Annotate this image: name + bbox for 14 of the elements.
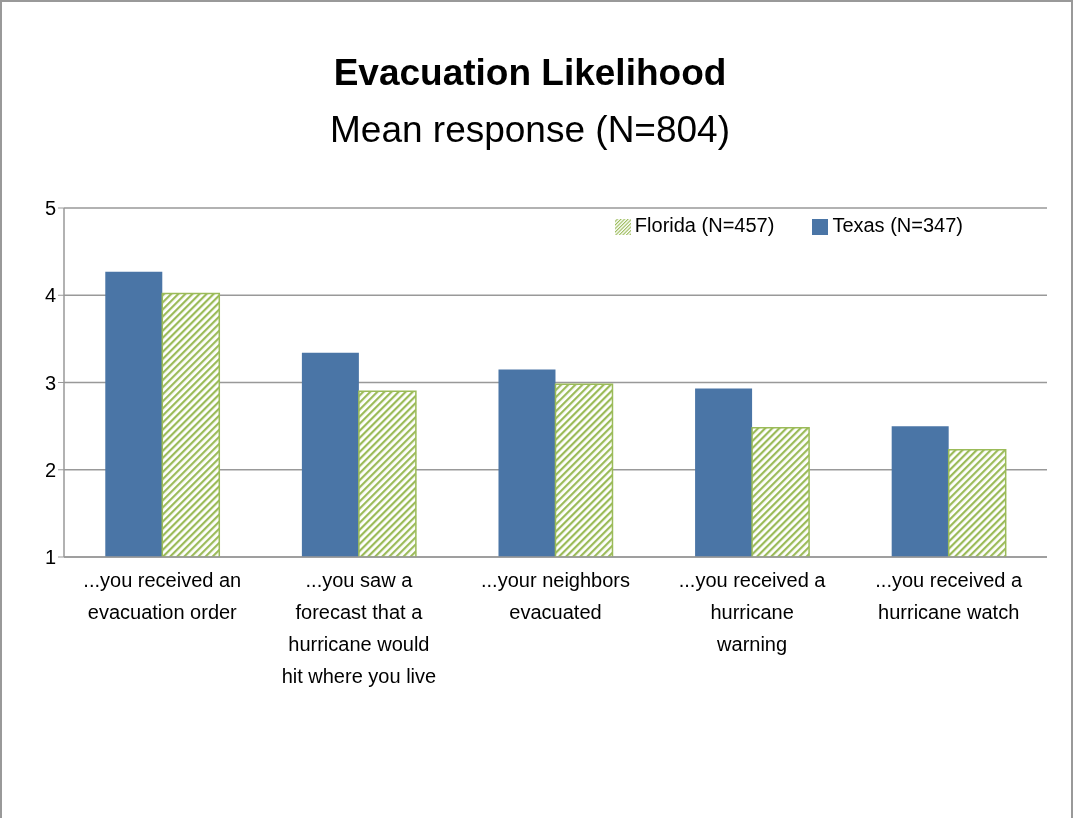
x-tick-label: ...you received a hurricane warning	[678, 569, 827, 655]
y-tick-label: 2	[44, 458, 56, 481]
y-tick-label: 3	[44, 371, 56, 394]
x-tick-label: ...you received a hurricane watch	[875, 569, 1023, 623]
chart-subtitle: Mean response (N=804)	[329, 109, 731, 151]
y-tick-label: 5	[44, 197, 56, 220]
x-tick-label: ...your neighbors evacuated	[481, 569, 630, 623]
chart-title: Evacuation Likelihood	[332, 52, 728, 94]
y-tick-label: 4	[44, 284, 56, 307]
x-tick-label: ...you saw a forecast that a hurricane would hit where you live	[281, 569, 437, 687]
legend-label: Texas (N=347)	[832, 214, 963, 236]
legend-label: Florida (N=457)	[634, 214, 775, 236]
y-tick-label: 1	[44, 546, 56, 569]
x-tick-label: ...you received an evacuation order	[83, 569, 242, 623]
